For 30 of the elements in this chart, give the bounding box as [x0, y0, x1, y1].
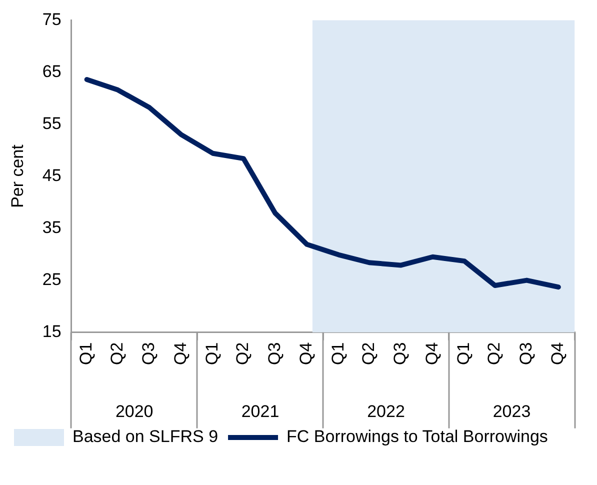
- x-tick-label: Q3: [516, 342, 536, 366]
- x-tick-label: Q1: [76, 342, 96, 366]
- legend-label: FC Borrowings to Total Borrowings: [286, 427, 548, 446]
- text: 2023: [492, 402, 531, 422]
- y-tick-label: 15: [42, 322, 62, 342]
- x-tick-label: Q4: [170, 342, 190, 366]
- x-tick-label: Q2: [108, 342, 126, 366]
- x-tick-label: Q1: [454, 342, 474, 366]
- x-tick-label: Q3: [390, 342, 410, 366]
- x-tick-label: Q4: [422, 342, 442, 366]
- x-tick-label: Q1: [202, 342, 222, 366]
- x-tick-label: Q4: [296, 342, 316, 366]
- text: 2021: [241, 402, 280, 422]
- x-tick-label: Q3: [139, 342, 158, 366]
- x-tick-label: Q2: [233, 342, 252, 366]
- x-tick-label: Q2: [358, 342, 378, 366]
- x-tick-label: Q4: [548, 342, 568, 366]
- y-tick-label: 65: [42, 62, 62, 81]
- x-tick-label: Q2: [484, 342, 504, 366]
- y-tick-label: 35: [42, 218, 62, 237]
- y-tick-label: 45: [42, 166, 62, 185]
- y-tick-label: 25: [42, 270, 62, 289]
- y-tick-label: 75: [42, 10, 62, 29]
- legend-label: Based on SLFRS 9: [72, 427, 218, 446]
- x-tick-label: Q3: [264, 342, 284, 366]
- x-tick-label: Q1: [328, 342, 348, 366]
- y-tick-label: 55: [42, 114, 62, 133]
- y-axis-title: Per cent: [8, 144, 27, 208]
- text: 2022: [367, 402, 405, 422]
- text: 2020: [115, 402, 154, 422]
